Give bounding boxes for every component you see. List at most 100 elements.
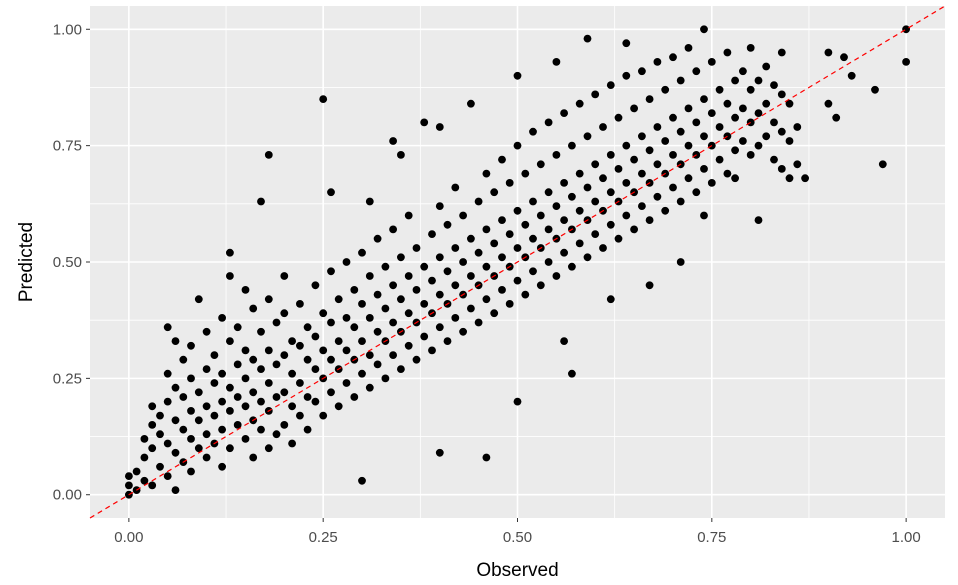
- data-point: [156, 462, 164, 471]
- data-point: [684, 104, 693, 113]
- data-point: [560, 179, 568, 187]
- data-point: [707, 109, 716, 117]
- data-point: [606, 220, 615, 229]
- y-tick-label: 1.00: [53, 21, 82, 38]
- data-point: [327, 388, 335, 397]
- data-point: [878, 160, 887, 169]
- data-point: [591, 230, 600, 239]
- data-point: [420, 262, 429, 271]
- data-point: [467, 272, 475, 280]
- data-point: [342, 314, 351, 322]
- data-point: [490, 309, 499, 318]
- data-point: [389, 225, 397, 234]
- data-point: [692, 67, 701, 76]
- y-tick-label: 0.75: [53, 138, 82, 155]
- data-point: [420, 118, 429, 127]
- data-point: [124, 472, 133, 480]
- data-point: [397, 253, 405, 262]
- data-point: [505, 230, 514, 239]
- data-point: [264, 295, 273, 304]
- data-point: [311, 332, 320, 341]
- data-point: [334, 295, 343, 304]
- data-point: [638, 132, 646, 141]
- data-point: [583, 253, 592, 262]
- data-point: [847, 71, 856, 80]
- data-point: [653, 58, 662, 66]
- data-point: [715, 85, 724, 94]
- y-axis-title: Predicted: [16, 222, 37, 302]
- data-point: [575, 206, 584, 215]
- data-point: [638, 169, 646, 178]
- data-point: [700, 165, 708, 173]
- data-point: [373, 290, 382, 299]
- data-point: [288, 369, 296, 378]
- data-point: [327, 267, 335, 276]
- data-point: [459, 327, 467, 336]
- data-point: [124, 481, 133, 490]
- data-point: [498, 216, 506, 225]
- data-point: [148, 421, 157, 429]
- data-point: [163, 369, 172, 378]
- data-point: [187, 374, 195, 383]
- data-point: [676, 76, 685, 85]
- data-point: [233, 360, 242, 369]
- data-point: [513, 397, 522, 406]
- data-point: [544, 225, 553, 234]
- data-point: [583, 183, 592, 192]
- data-point: [715, 123, 724, 131]
- data-point: [451, 314, 460, 322]
- data-point: [249, 388, 258, 397]
- data-point: [319, 309, 328, 318]
- data-point: [529, 234, 537, 243]
- data-point: [467, 99, 475, 108]
- data-point: [257, 327, 265, 336]
- data-point: [397, 365, 405, 373]
- data-point: [404, 309, 413, 318]
- y-axis: 0.00 0.25 0.50 0.75 1.00: [53, 21, 90, 504]
- data-point: [202, 365, 211, 373]
- data-point: [498, 155, 506, 164]
- data-point: [303, 355, 312, 364]
- data-point: [358, 476, 366, 485]
- data-point: [187, 435, 195, 443]
- data-point: [622, 71, 631, 80]
- data-point: [389, 351, 397, 359]
- data-point: [723, 99, 732, 108]
- data-point: [226, 444, 234, 453]
- data-point: [630, 155, 638, 164]
- data-point: [482, 169, 491, 178]
- data-point: [443, 337, 452, 345]
- data-point: [435, 123, 444, 131]
- data-point: [350, 323, 359, 332]
- data-point: [552, 58, 561, 66]
- data-point: [381, 304, 390, 313]
- data-point: [785, 174, 794, 183]
- data-point: [249, 453, 258, 462]
- data-point: [575, 99, 584, 108]
- data-point: [529, 127, 537, 136]
- data-point: [140, 453, 149, 462]
- data-point: [459, 258, 467, 266]
- data-point: [645, 146, 654, 155]
- data-point: [505, 179, 514, 187]
- data-point: [296, 300, 304, 308]
- data-point: [373, 234, 382, 243]
- data-point: [482, 225, 491, 234]
- data-point: [606, 188, 615, 197]
- data-point: [319, 95, 328, 103]
- data-point: [350, 286, 359, 294]
- y-tick-label: 0.00: [53, 487, 82, 504]
- reference-line-layer: [89, 5, 946, 519]
- data-point: [218, 462, 227, 471]
- data-point: [249, 355, 258, 364]
- data-point: [288, 439, 296, 448]
- data-point: [544, 188, 553, 197]
- data-point: [692, 118, 701, 127]
- data-point: [801, 174, 809, 183]
- x-tick-label: 1.00: [892, 529, 921, 546]
- data-point: [272, 318, 281, 327]
- data-point: [358, 369, 366, 378]
- data-point: [132, 467, 141, 476]
- data-point: [731, 146, 739, 155]
- data-point: [754, 109, 763, 117]
